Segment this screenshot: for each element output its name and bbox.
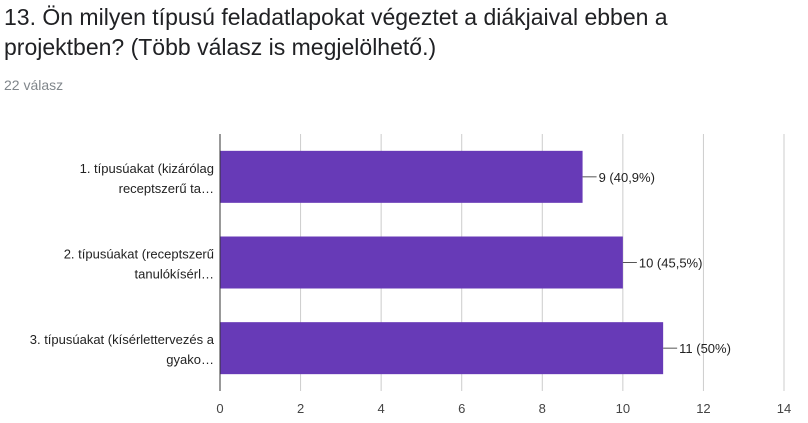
- bar[interactable]: [220, 150, 583, 203]
- category-label: 3. típusúakat (kísérlettervezés a: [30, 332, 215, 347]
- x-tick-label: 6: [458, 401, 465, 416]
- data-label: 11 (50%): [679, 341, 731, 356]
- x-tick-label: 4: [378, 401, 385, 416]
- bar[interactable]: [220, 236, 623, 289]
- x-tick-label: 2: [297, 401, 304, 416]
- category-label: gyako…: [166, 352, 214, 367]
- category-label: tanulókísérl…: [135, 267, 214, 282]
- x-tick-label: 14: [777, 401, 791, 416]
- category-label: 2. típusúakat (receptszerű: [64, 247, 214, 262]
- question-title: 13. Ön milyen típusú feladatlapokat vége…: [4, 4, 668, 60]
- x-tick-label: 8: [539, 401, 546, 416]
- bar[interactable]: [220, 322, 664, 375]
- response-count: 22 válasz: [4, 77, 64, 93]
- x-tick-label: 10: [616, 401, 630, 416]
- data-label: 10 (45,5%): [639, 256, 703, 271]
- data-label: 9 (40,9%): [599, 170, 655, 185]
- category-label: 1. típusúakat (kizárólag: [80, 161, 214, 176]
- category-label: receptszerű ta…: [119, 181, 214, 196]
- x-tick-label: 0: [216, 401, 223, 416]
- x-tick-label: 12: [696, 401, 710, 416]
